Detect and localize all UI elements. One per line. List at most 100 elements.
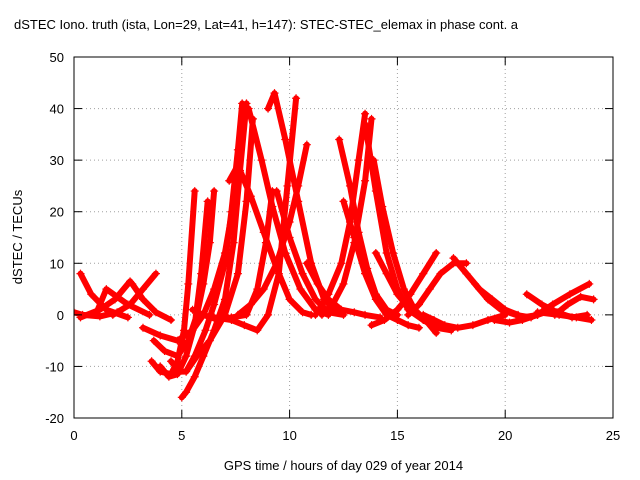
data-point-marker bbox=[537, 300, 546, 309]
data-point-marker bbox=[585, 279, 594, 288]
data-point-marker bbox=[167, 316, 176, 325]
data-point-marker bbox=[147, 357, 156, 366]
data-point-marker bbox=[576, 292, 585, 301]
data-point-marker bbox=[324, 290, 333, 299]
data-point-marker bbox=[259, 285, 268, 294]
series-line bbox=[109, 270, 159, 318]
data-point-marker bbox=[167, 357, 176, 366]
data-point-marker bbox=[257, 156, 266, 165]
data-series bbox=[225, 161, 316, 319]
data-point-marker bbox=[201, 326, 210, 335]
data-point-marker bbox=[151, 308, 160, 317]
data-point-marker bbox=[339, 279, 348, 288]
data-point-marker bbox=[285, 233, 294, 242]
data-point-marker bbox=[419, 269, 428, 278]
data-point-marker bbox=[296, 285, 305, 294]
data-point-marker bbox=[311, 295, 320, 304]
data-point-marker bbox=[270, 89, 279, 98]
data-point-marker bbox=[225, 176, 234, 185]
data-point-marker bbox=[190, 321, 199, 330]
data-point-marker bbox=[149, 336, 158, 345]
data-point-marker bbox=[281, 248, 290, 257]
data-point-marker bbox=[389, 248, 398, 257]
data-point-marker bbox=[151, 269, 160, 278]
y-tick-labels: -20 -10 0 10 20 30 40 50 bbox=[45, 50, 64, 426]
data-point-marker bbox=[108, 310, 117, 319]
data-point-marker bbox=[354, 156, 363, 165]
data-series bbox=[367, 248, 441, 330]
data-point-marker bbox=[367, 114, 376, 123]
data-point-marker bbox=[244, 104, 253, 113]
data-point-marker bbox=[74, 308, 78, 317]
data-point-marker bbox=[285, 295, 294, 304]
data-point-marker bbox=[393, 290, 402, 299]
data-point-marker bbox=[522, 290, 531, 299]
data-point-marker bbox=[128, 279, 137, 288]
data-point-marker bbox=[468, 321, 477, 330]
data-point-marker bbox=[272, 264, 281, 273]
data-point-marker bbox=[393, 316, 402, 325]
data-point-marker bbox=[335, 135, 344, 144]
data-point-marker bbox=[205, 238, 214, 247]
data-point-marker bbox=[253, 326, 262, 335]
data-point-marker bbox=[449, 254, 458, 263]
data-point-marker bbox=[404, 321, 413, 330]
data-point-marker bbox=[233, 310, 242, 319]
data-series bbox=[317, 114, 376, 319]
data-point-marker bbox=[192, 352, 201, 361]
data-point-marker bbox=[156, 362, 165, 371]
data-point-marker bbox=[378, 202, 387, 211]
data-point-marker bbox=[184, 279, 193, 288]
data-point-marker bbox=[179, 326, 188, 335]
y-tick-label: 0 bbox=[57, 308, 64, 323]
data-point-marker bbox=[436, 269, 445, 278]
data-point-marker bbox=[233, 161, 242, 170]
data-point-marker bbox=[182, 367, 191, 376]
data-point-marker bbox=[414, 300, 423, 309]
y-tick-label: 20 bbox=[50, 205, 64, 220]
x-tick-label: 10 bbox=[282, 428, 296, 443]
x-tick-label: 5 bbox=[178, 428, 185, 443]
data-point-marker bbox=[145, 310, 154, 319]
data-point-marker bbox=[462, 259, 471, 268]
data-point-marker bbox=[587, 316, 596, 325]
data-point-marker bbox=[453, 323, 462, 332]
data-point-marker bbox=[123, 313, 132, 322]
data-point-marker bbox=[350, 233, 359, 242]
data-series bbox=[449, 254, 523, 319]
data-point-marker bbox=[518, 313, 527, 322]
data-point-marker bbox=[182, 352, 191, 361]
data-point-marker bbox=[393, 305, 402, 314]
data-point-marker bbox=[317, 310, 326, 319]
data-series bbox=[91, 285, 154, 319]
data-point-marker bbox=[563, 300, 572, 309]
data-point-marker bbox=[483, 295, 492, 304]
y-tick-label: -10 bbox=[45, 359, 64, 374]
data-point-marker bbox=[399, 285, 408, 294]
x-tick-label: 25 bbox=[606, 428, 620, 443]
data-point-marker bbox=[227, 316, 236, 325]
data-series bbox=[339, 197, 423, 332]
series-line bbox=[318, 115, 375, 318]
data-point-marker bbox=[210, 313, 219, 322]
data-point-marker bbox=[380, 316, 389, 325]
data-point-marker bbox=[565, 290, 574, 299]
data-point-marker bbox=[361, 269, 370, 278]
data-point-marker bbox=[210, 187, 219, 196]
data-point-marker bbox=[440, 321, 449, 330]
data-point-marker bbox=[203, 197, 212, 206]
data-point-marker bbox=[419, 310, 428, 319]
data-point-marker bbox=[425, 285, 434, 294]
data-point-marker bbox=[430, 316, 439, 325]
x-tick-label: 0 bbox=[70, 428, 77, 443]
data-point-marker bbox=[328, 300, 337, 309]
data-point-marker bbox=[572, 313, 581, 322]
data-series bbox=[311, 109, 370, 319]
data-point-marker bbox=[281, 135, 290, 144]
data-point-marker bbox=[283, 181, 292, 190]
data-point-marker bbox=[406, 290, 415, 299]
data-point-marker bbox=[361, 310, 370, 319]
data-point-marker bbox=[264, 104, 273, 113]
data-point-marker bbox=[313, 279, 322, 288]
